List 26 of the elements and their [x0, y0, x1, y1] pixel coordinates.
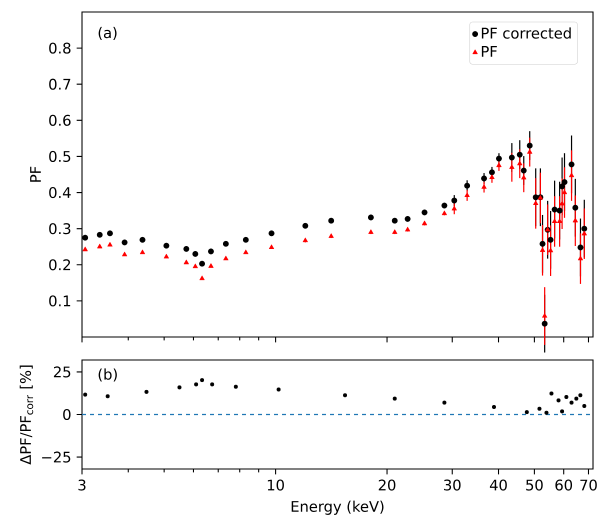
y-tick-label: 0	[63, 408, 71, 420]
x-tick-label: 40	[490, 480, 507, 491]
y-tick-label: −25	[42, 452, 70, 463]
y-tick-label: 25	[54, 366, 70, 378]
annotation: (a)	[98, 26, 117, 40]
x-tick-label: 10	[268, 480, 284, 491]
x-axis-title: Energy (keV)	[292, 500, 384, 515]
y-tick-label: 0.7	[49, 78, 70, 90]
x-tick-label: 3	[78, 480, 86, 491]
y-tick-label: 0.2	[49, 259, 70, 270]
y-tick-label: 0.6	[49, 114, 71, 126]
x-tick-label: 30	[444, 480, 461, 491]
x-tick-label: 50	[526, 480, 543, 491]
y-tick-label: 0.3	[49, 223, 70, 234]
y-tick-label: 0.4	[49, 187, 71, 198]
x-tick-label: 20	[378, 480, 396, 491]
annotation: (b)	[98, 368, 117, 382]
x-tick-label: 70	[580, 480, 597, 491]
y-axis-title: ΔPF/PF$_{corr}$ [%]	[20, 366, 34, 465]
y-axis-title: PF	[30, 166, 41, 182]
legend-label: PF corrected	[482, 27, 571, 39]
legend-label: PF	[482, 46, 497, 57]
y-tick-label: 0.1	[49, 295, 70, 306]
y-tick-label: 0.8	[49, 42, 71, 54]
x-tick-label: 60	[555, 480, 572, 491]
y-tick-label: 0.5	[49, 150, 70, 162]
